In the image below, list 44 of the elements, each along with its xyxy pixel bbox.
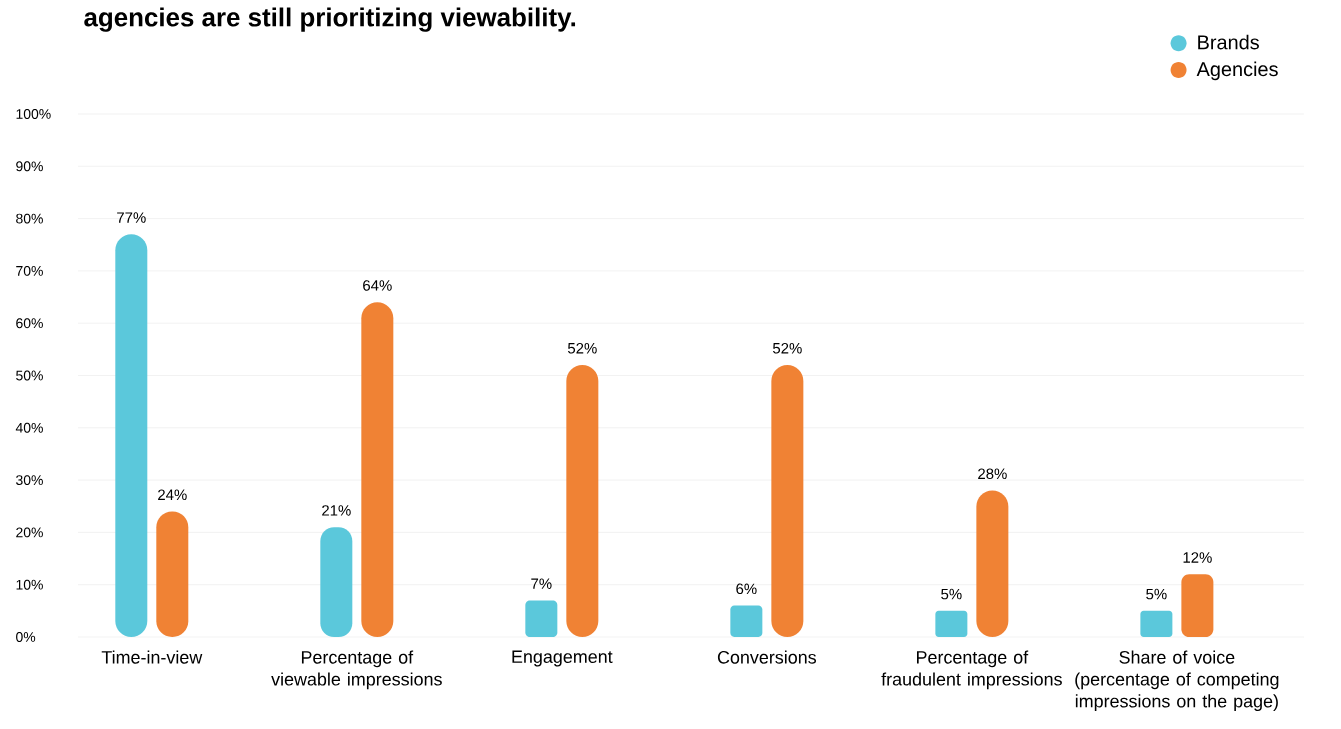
data-label: 5% — [1146, 588, 1167, 600]
y-tick-label: 40% — [15, 422, 43, 433]
bar — [976, 490, 1009, 637]
y-tick-label: 30% — [16, 475, 43, 486]
data-label: 6% — [736, 583, 757, 595]
x-tick-label: Percentage of fraudulent impressions — [881, 650, 1062, 690]
bar — [320, 527, 353, 637]
y-tick-label: 50% — [16, 370, 43, 381]
bar — [1140, 610, 1173, 637]
data-label: 28% — [978, 468, 1007, 480]
y-tick-label: 0% — [16, 632, 36, 642]
x-tick-label: Engagement — [512, 650, 613, 667]
y-tick-label: 90% — [16, 161, 43, 172]
y-tick-label: 70% — [16, 265, 43, 276]
x-tick-label: Share of voice (percentage of competing impressions on the page) — [1075, 650, 1279, 712]
y-tick-label: 100% — [16, 109, 51, 119]
bar — [935, 610, 968, 637]
bar — [156, 511, 189, 637]
x-tick-label: Time-in-view — [101, 650, 203, 664]
y-tick-label: 80% — [16, 213, 43, 224]
legend-label: Brands — [1198, 34, 1259, 50]
bar — [115, 234, 148, 637]
data-label: 7% — [531, 578, 552, 589]
y-tick-label: 60% — [16, 318, 43, 329]
bar — [1181, 574, 1214, 637]
data-label: 21% — [322, 505, 351, 516]
bar — [525, 600, 558, 637]
data-label: 64% — [363, 280, 392, 291]
data-label: 12% — [1183, 552, 1212, 563]
bar — [771, 365, 804, 637]
data-label: 24% — [158, 489, 187, 500]
bar — [361, 302, 394, 637]
y-tick-label: 10% — [16, 579, 43, 590]
chart-title: agencies are still prioritizing viewability. — [84, 7, 576, 32]
data-label: 77% — [117, 212, 146, 223]
bar — [730, 605, 763, 637]
legend-label: Agencies — [1196, 61, 1278, 81]
x-tick-label: Conversions — [717, 650, 817, 664]
data-label: 5% — [941, 588, 962, 600]
bar — [566, 365, 599, 637]
y-tick-label: 20% — [16, 527, 43, 538]
data-label: 52% — [567, 342, 597, 354]
data-label: 52% — [772, 342, 802, 354]
x-tick-label: Percentage of viewable impressions — [271, 650, 442, 690]
